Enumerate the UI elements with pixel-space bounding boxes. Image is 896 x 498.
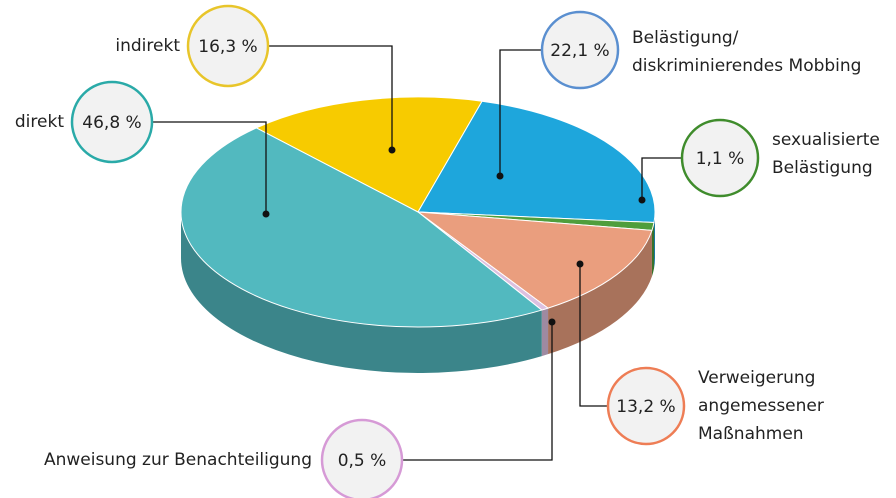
leader-line xyxy=(579,264,608,407)
leader-line xyxy=(152,121,267,214)
pie-side xyxy=(654,212,655,269)
label-badge xyxy=(186,4,270,88)
category-line: Anweisung zur Benachteiligung xyxy=(44,450,312,470)
value-label: 46,8 % xyxy=(82,113,141,133)
label-badge xyxy=(606,366,686,446)
pie-slice xyxy=(416,211,653,309)
category-label: indirekt xyxy=(115,36,180,56)
value-label: 22,1 % xyxy=(550,41,609,61)
category-label: Anweisung zur Benachteiligung xyxy=(44,450,312,470)
value-label: 16,3 % xyxy=(198,37,257,57)
label-badge xyxy=(70,80,154,164)
pie-side xyxy=(181,212,542,373)
category-line: Belästigung xyxy=(772,158,873,178)
pie-side xyxy=(548,230,652,355)
label-badge xyxy=(540,10,620,90)
category-label: direkt xyxy=(15,112,64,132)
leader-dot xyxy=(548,318,556,326)
pie-slice xyxy=(180,127,543,328)
value-label: 1,1 % xyxy=(696,149,745,169)
category-label: Verweigerung angemessener Maßnahmen xyxy=(698,368,824,444)
leader-line xyxy=(499,49,542,176)
category-label: sexualisierte Belästigung xyxy=(772,130,880,178)
value-label: 13,2 % xyxy=(616,397,675,417)
leader-dot xyxy=(496,172,504,180)
leader-line xyxy=(641,157,682,200)
pie-side xyxy=(541,308,549,357)
category-line: sexualisierte xyxy=(772,130,880,150)
label-badge xyxy=(320,418,404,498)
pie-slice xyxy=(417,100,656,224)
category-line: indirekt xyxy=(115,36,180,56)
leader-dot xyxy=(262,210,270,218)
category-label: Belästigung/diskriminierendes Mobbing xyxy=(632,28,861,76)
value-label: 0,5 % xyxy=(338,451,387,471)
pie-side xyxy=(651,222,655,277)
pie-slice xyxy=(255,96,483,213)
category-line: Verweigerung xyxy=(698,368,815,388)
category-line: direkt xyxy=(15,112,64,132)
category-line: diskriminierendes Mobbing xyxy=(632,56,861,76)
label-badge xyxy=(680,118,760,198)
category-line: angemessener xyxy=(698,396,824,416)
leader-dot xyxy=(576,260,584,268)
leader-dot xyxy=(638,196,646,204)
category-line: Belästigung/ xyxy=(632,28,739,48)
category-line: Maßnahmen xyxy=(698,424,804,444)
leader-line xyxy=(268,45,393,150)
leader-dot xyxy=(388,146,396,154)
leader-line xyxy=(402,322,553,461)
